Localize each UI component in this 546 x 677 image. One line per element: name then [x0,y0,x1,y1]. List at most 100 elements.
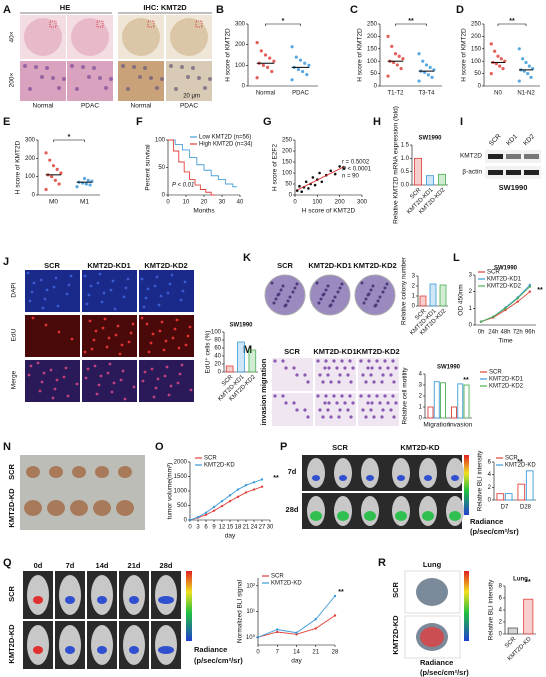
cell [52,285,56,289]
dot [268,56,272,60]
y-tick-label: 50 [285,182,292,188]
y-tick-label: 0 [499,632,503,638]
cell [87,293,91,297]
sig-bracket [265,23,301,26]
y-tick-label: 0 [478,84,482,90]
y-tick-label: 250 [471,22,482,28]
point [260,478,264,481]
panel-letter: D [456,4,464,16]
legend-label: SCR [505,456,518,462]
column-label: PDAC [180,103,198,110]
cell [351,366,355,370]
nucleus [92,66,96,70]
dot [501,67,505,71]
nucleus [143,66,147,70]
stat-text: n = 90 [342,174,360,180]
y-tick-label: 1.0 [401,156,410,162]
dot [84,182,88,186]
cell [367,394,371,398]
signal [339,475,347,481]
cell [164,339,168,343]
cell [343,401,347,405]
tissue-core [24,18,62,56]
y-tick-label: 1 [469,306,473,312]
column-label: KMT2D-KD2 [144,261,187,270]
cell [107,336,111,340]
x-tick-label: 0 [293,200,297,206]
y-tick-label: 200 [235,42,246,48]
cell [166,291,170,295]
photo [272,393,313,426]
panel-letter: B [216,4,224,16]
point [196,515,200,519]
tumor [70,500,88,516]
tumor [26,466,40,478]
cell [140,316,144,320]
y-tick-label: 0 [469,323,473,329]
colony [340,282,344,286]
y-tick-label: 150 [471,46,482,52]
photo [20,61,66,101]
series-line [168,139,237,188]
point [220,504,224,508]
cell [108,362,112,366]
point [236,495,240,498]
cell [392,415,396,419]
cell [51,396,55,400]
significance: ** [525,579,531,586]
bar [463,384,470,419]
cell [392,380,396,384]
cell [346,408,350,412]
cell [170,273,174,277]
signal [158,596,174,604]
cell [150,367,154,371]
y-tick-label: 0 [32,193,36,199]
dot [53,178,57,182]
series-line [168,139,216,196]
x-tick-label: 48h [500,330,510,336]
x-tick-label: 300 [357,200,368,206]
cell [67,283,71,287]
cell [145,322,149,326]
colorbar-unit: (p/sec/cm²/sr) [420,668,469,677]
legend-label: KMT2D-KD [204,463,235,469]
signal [312,475,320,481]
cell [378,401,382,405]
colony [364,297,368,301]
legend-label: KMT2D-KD2 [489,384,524,390]
colony [270,281,274,285]
cell [303,408,307,412]
cell [40,380,44,384]
cell [326,373,330,377]
dot [417,52,421,56]
y-tick-label: 0 [289,193,293,199]
colony [338,286,342,290]
nucleus [75,87,79,91]
cell [109,288,113,292]
dot [298,58,303,62]
dot [44,151,48,155]
cell [383,394,387,398]
cell [361,408,365,412]
cell [391,394,395,398]
cell [160,320,164,324]
y-tick-label: 2000 [174,460,188,466]
sig-bracket [53,139,85,142]
column-label: Normal [131,103,153,110]
cell [102,291,106,295]
cell [349,380,353,384]
bar [507,627,518,635]
x-tick-label: 24 [251,525,258,531]
dot [44,187,48,192]
fit-line [297,166,345,191]
cell [57,330,61,334]
cell [177,346,181,350]
panel-letter: N [3,441,11,453]
cell [29,364,33,368]
panel-letter: P [280,441,287,453]
column-label: 14d [96,561,109,570]
mouse [27,625,49,665]
cell [189,388,193,392]
cell [359,394,363,398]
